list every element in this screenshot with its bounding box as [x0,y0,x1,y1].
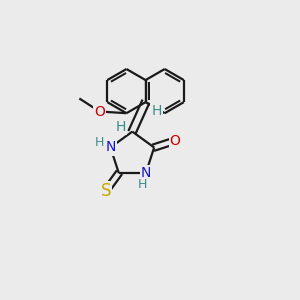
Text: H: H [116,120,126,134]
Text: H: H [138,178,148,191]
Text: O: O [94,105,105,119]
Text: O: O [170,134,181,148]
Text: S: S [100,182,111,200]
Text: N: N [105,140,116,154]
Text: N: N [141,166,151,180]
Text: H: H [152,104,162,118]
Text: H: H [94,136,104,149]
